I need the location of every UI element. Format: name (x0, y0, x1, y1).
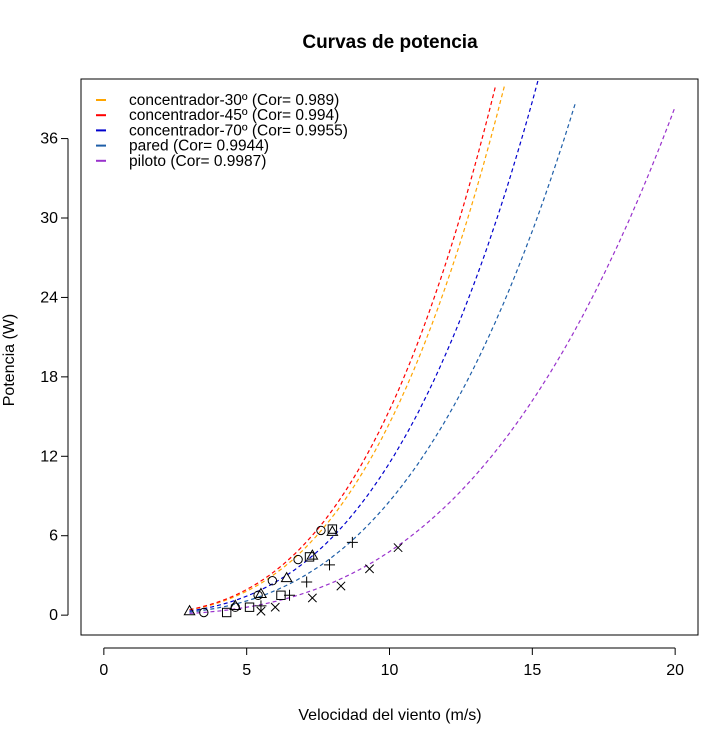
legend-entry: concentrador-70º (Cor= 0.9955) (129, 122, 348, 139)
y-axis: 0 6 12 18 24 30 36 (40, 131, 69, 624)
data-point (306, 549, 319, 560)
x-tick-label: 5 (242, 662, 251, 679)
data-point (270, 602, 280, 612)
y-tick-label: 6 (49, 528, 58, 545)
data-point (280, 571, 293, 583)
x-tick-label: 0 (99, 662, 108, 679)
y-tick-label: 0 (49, 607, 58, 624)
y-tick-label: 36 (40, 131, 58, 148)
data-point (256, 606, 266, 616)
data-point (255, 600, 267, 612)
data-point (230, 602, 240, 612)
x-axis-label: Velocidad del viento (m/s) (298, 707, 481, 724)
fit-curve (189, 80, 539, 612)
data-point (267, 576, 278, 586)
y-axis-label: Potencia (W) (1, 314, 18, 406)
data-point (346, 536, 358, 548)
legend-entry: pared (Cor= 0.9944) (129, 138, 269, 155)
data-point (301, 576, 313, 588)
fit-curve (189, 85, 505, 611)
data-point (276, 590, 286, 600)
legend-entry: concentrador-45º (Cor= 0.994) (129, 107, 339, 124)
data-point (316, 525, 326, 536)
data-point (307, 593, 317, 603)
x-tick-label: 20 (666, 662, 684, 679)
data-point (326, 525, 339, 536)
chart-title: Curvas de potencia (302, 32, 478, 53)
legend-entry: piloto (Cor= 0.9987) (129, 153, 266, 170)
data-point (327, 524, 338, 534)
data-point (183, 604, 196, 616)
fit-curve (189, 106, 676, 614)
data-point (229, 599, 242, 610)
y-tick-label: 18 (40, 369, 58, 386)
data-point (254, 587, 268, 599)
data-point (199, 607, 209, 618)
plot-frame (80, 78, 699, 636)
data-point (244, 602, 255, 612)
legend: concentrador-30º (Cor= 0.989)concentrado… (96, 92, 348, 170)
data-point (336, 581, 346, 591)
data-point (293, 554, 303, 565)
data-point (393, 543, 403, 553)
data-point (284, 589, 296, 601)
data-point (221, 607, 232, 618)
fit-curve (189, 84, 497, 611)
y-tick-label: 30 (40, 210, 58, 227)
legend-entry: concentrador-30º (Cor= 0.989) (129, 92, 339, 109)
data-point (253, 590, 263, 600)
fit-curves (189, 80, 676, 614)
y-tick-label: 24 (40, 289, 58, 306)
x-axis: 0 5 10 15 20 (99, 647, 684, 679)
data-point (364, 564, 375, 574)
data-point (304, 552, 315, 562)
data-point (324, 559, 336, 571)
fit-curve (189, 103, 576, 613)
x-tick-label: 10 (381, 662, 399, 679)
data-points (183, 524, 403, 618)
x-tick-label: 15 (523, 662, 541, 679)
y-tick-label: 12 (40, 448, 58, 465)
